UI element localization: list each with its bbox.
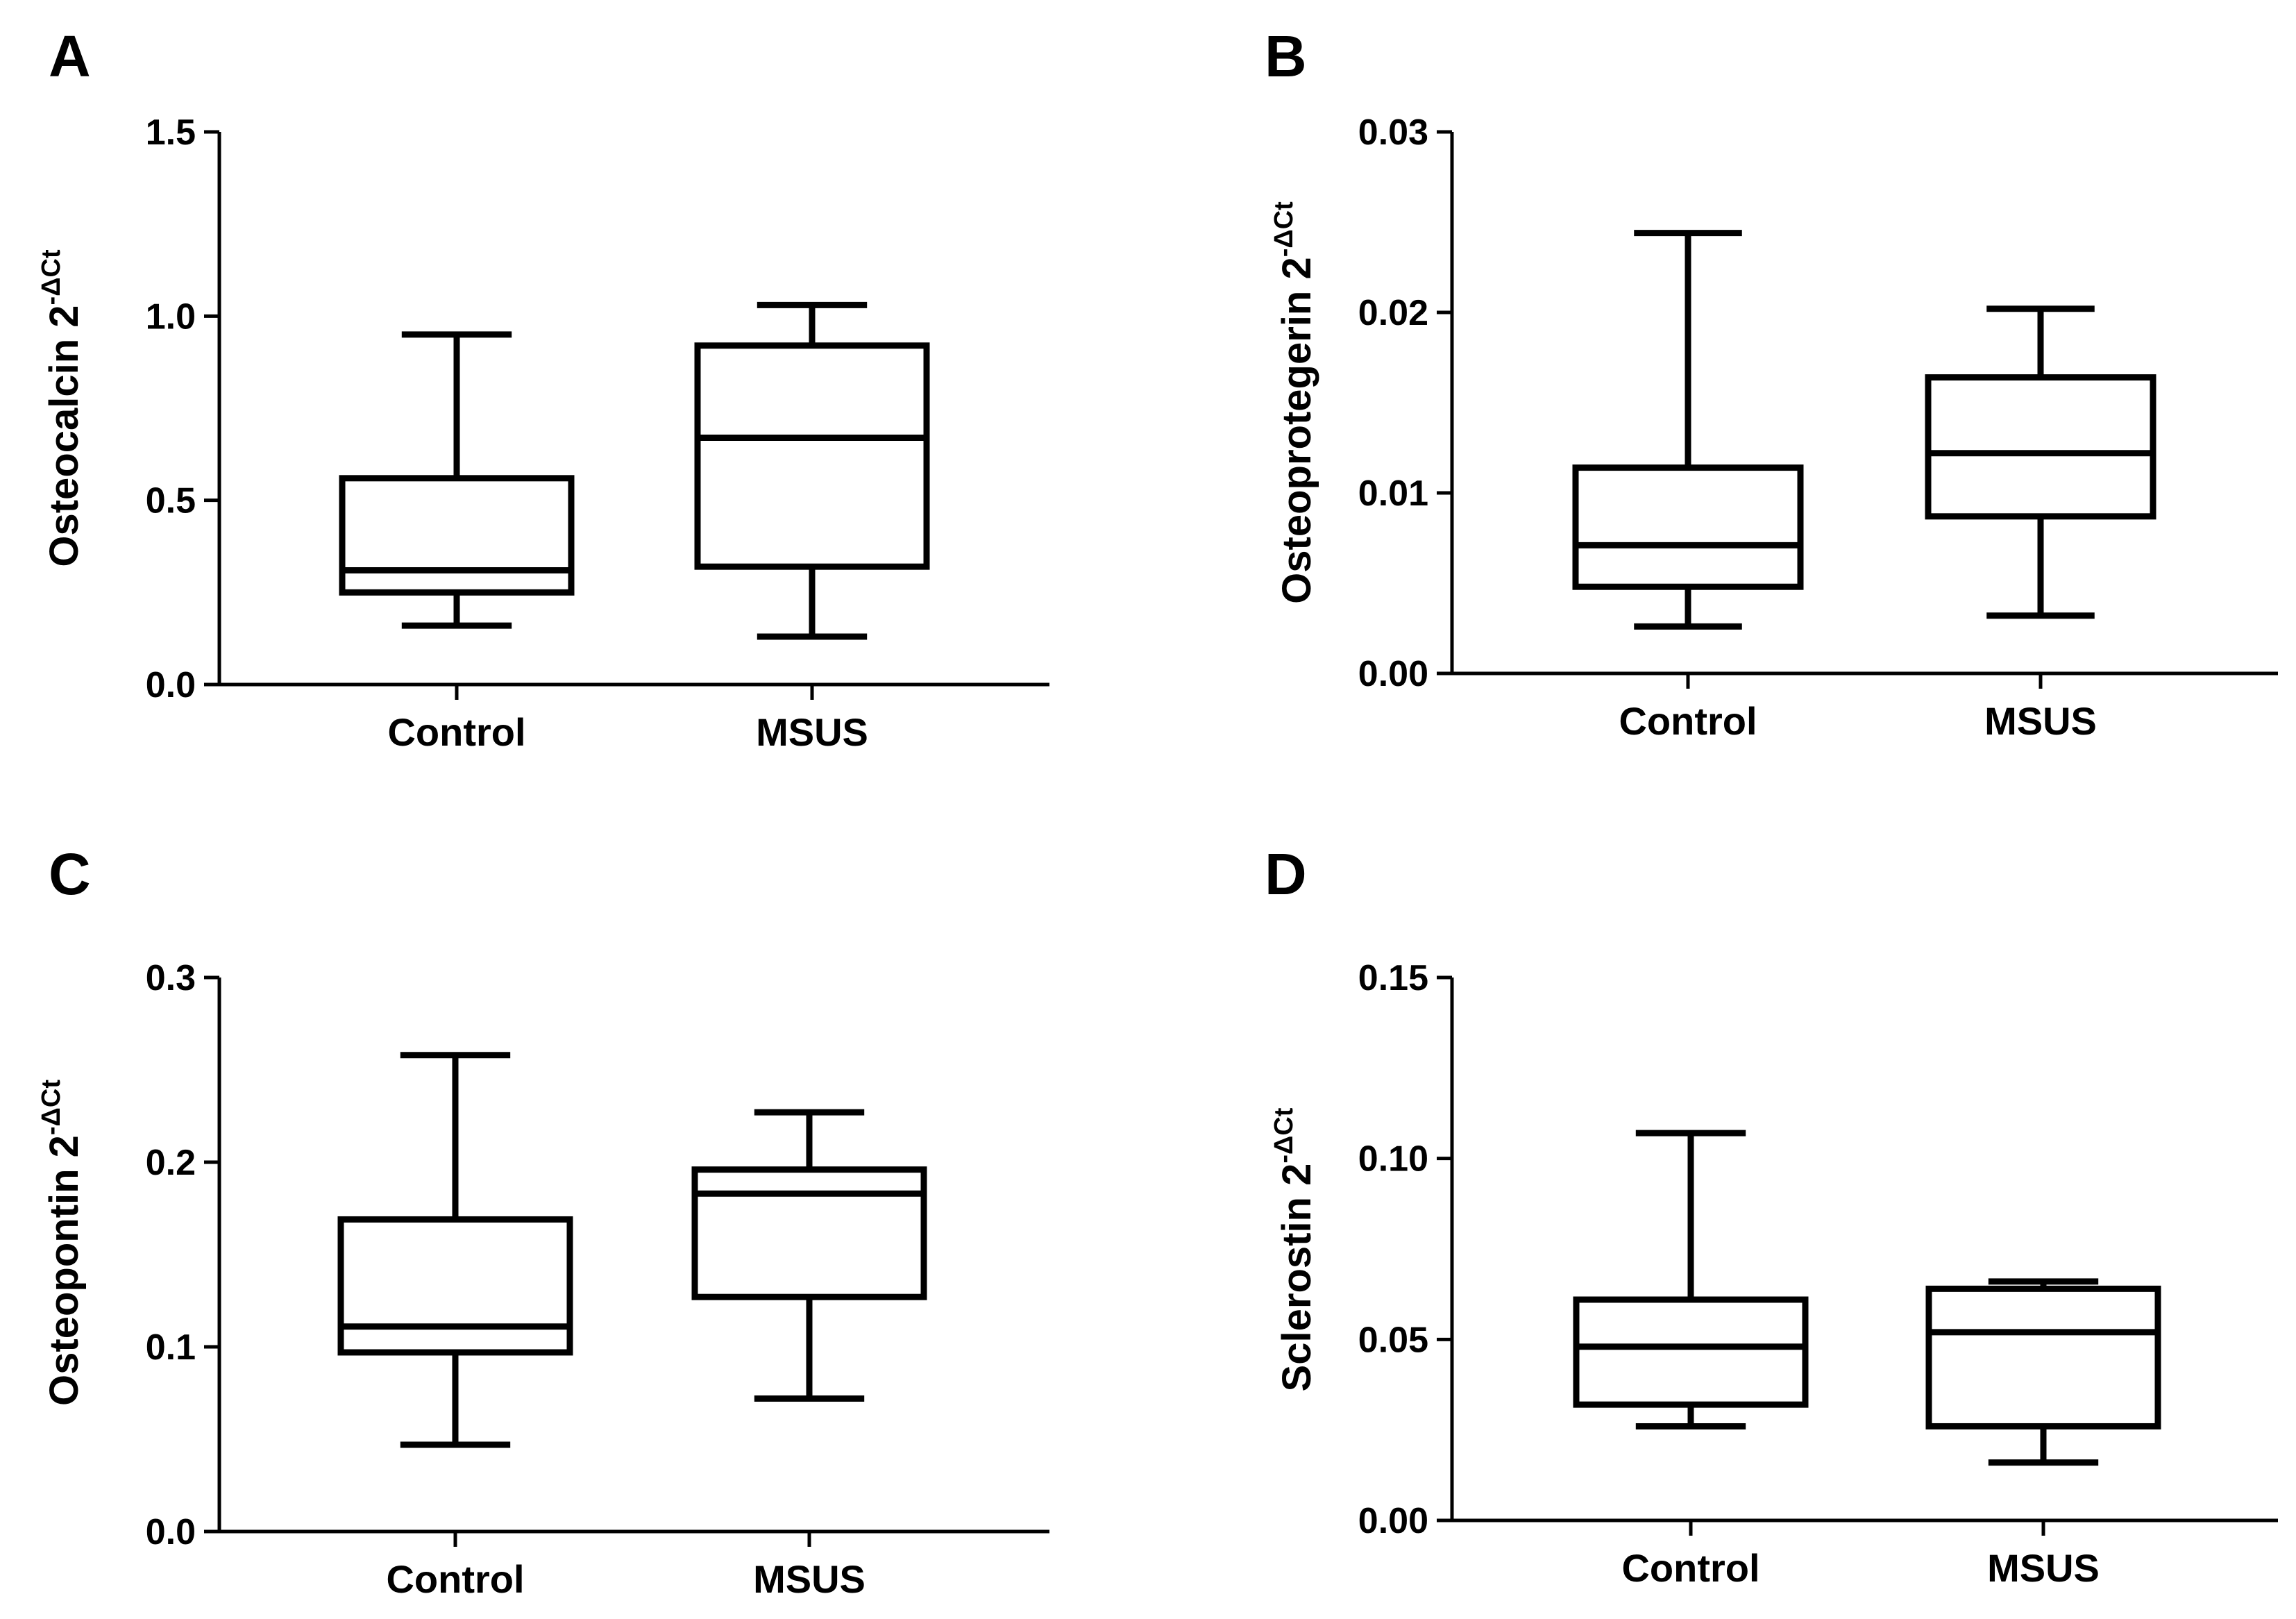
y-tick-label: 0.5 xyxy=(146,481,196,521)
box-control xyxy=(1572,230,1804,630)
iqr-box xyxy=(1572,464,1804,590)
y-tick-label: 0.0 xyxy=(146,1512,196,1552)
y-tick-label: 0.00 xyxy=(1358,654,1428,694)
box-msus xyxy=(1925,305,2156,619)
y-axis-title-main: Osteoprotegerin 2 xyxy=(1274,257,1319,604)
x-category-label: Control xyxy=(1621,1546,1759,1590)
x-category-label: MSUS xyxy=(1987,1546,2100,1590)
y-axis-title: Sclerostin 2-ΔCt xyxy=(1269,1107,1319,1391)
y-axis-title-superscript: -ΔCt xyxy=(37,1080,66,1135)
y-tick-label: 0.00 xyxy=(1358,1501,1428,1541)
y-tick-label: 0.3 xyxy=(146,958,196,998)
y-tick-label: 0.10 xyxy=(1358,1139,1428,1180)
y-tick-label: 0.2 xyxy=(146,1143,196,1183)
box-msus xyxy=(1925,1278,2161,1466)
y-axis-title-superscript: -ΔCt xyxy=(1269,201,1299,257)
panel-a: A 0.0 0.5 1.0 1.5 Control MSUS Osteocalcin 2-ΔC… xyxy=(37,24,1049,754)
box-msus xyxy=(694,301,930,640)
iqr-box xyxy=(1925,1285,2161,1429)
box-msus xyxy=(691,1109,927,1402)
y-axis-title: Osteocalcin 2-ΔCt xyxy=(37,249,87,567)
iqr-box xyxy=(691,1166,927,1300)
x-category-label: MSUS xyxy=(753,1557,866,1601)
box-control xyxy=(339,331,575,629)
y-tick-label: 0.02 xyxy=(1358,293,1428,333)
panel-letter: D xyxy=(1265,841,1307,907)
iqr-box xyxy=(339,475,575,596)
y-axis-title-main: Sclerostin 2 xyxy=(1274,1164,1319,1392)
y-tick-label: 1.5 xyxy=(146,112,196,153)
panel-c: C 0.0 0.1 0.2 0.3 Control MSUS Osteopontin 2-ΔC… xyxy=(37,841,1049,1601)
panel-letter: B xyxy=(1265,24,1307,89)
y-axis-title-superscript: -ΔCt xyxy=(1269,1107,1299,1163)
y-tick-label: 0.03 xyxy=(1358,112,1428,153)
y-axis-title: Osteopontin 2-ΔCt xyxy=(37,1080,87,1406)
x-category-label: MSUS xyxy=(1984,699,2097,743)
panel-letter: A xyxy=(49,24,91,89)
x-category-label: Control xyxy=(386,1557,524,1601)
y-axis-title-main: Osteocalcin 2 xyxy=(42,305,87,567)
iqr-box xyxy=(337,1216,573,1356)
y-axis-title-superscript: -ΔCt xyxy=(37,249,66,305)
y-tick-label: 1.0 xyxy=(146,296,196,337)
y-tick-label: 0.0 xyxy=(146,665,196,705)
panel-b: B 0.00 0.01 0.02 0.03 Control MSUS Osteoprotege… xyxy=(1265,24,2278,743)
y-axis-title-main: Osteopontin 2 xyxy=(42,1135,87,1406)
box-control xyxy=(1573,1130,1809,1429)
x-category-label: MSUS xyxy=(756,710,868,754)
box-control xyxy=(337,1052,573,1448)
iqr-box xyxy=(694,342,930,570)
iqr-box xyxy=(1925,374,2156,520)
panel-d: D 0.00 0.05 0.10 0.15 Control MSUS Sclerostin 2… xyxy=(1265,841,2278,1590)
x-category-label: Control xyxy=(387,710,525,754)
y-tick-label: 0.15 xyxy=(1358,958,1428,998)
iqr-box xyxy=(1573,1296,1809,1408)
y-tick-label: 0.05 xyxy=(1358,1320,1428,1360)
panel-letter: C xyxy=(49,841,91,907)
y-axis-title: Osteoprotegerin 2-ΔCt xyxy=(1269,201,1319,604)
y-tick-label: 0.01 xyxy=(1358,473,1428,514)
y-tick-label: 0.1 xyxy=(146,1327,196,1368)
x-category-label: Control xyxy=(1619,699,1757,743)
